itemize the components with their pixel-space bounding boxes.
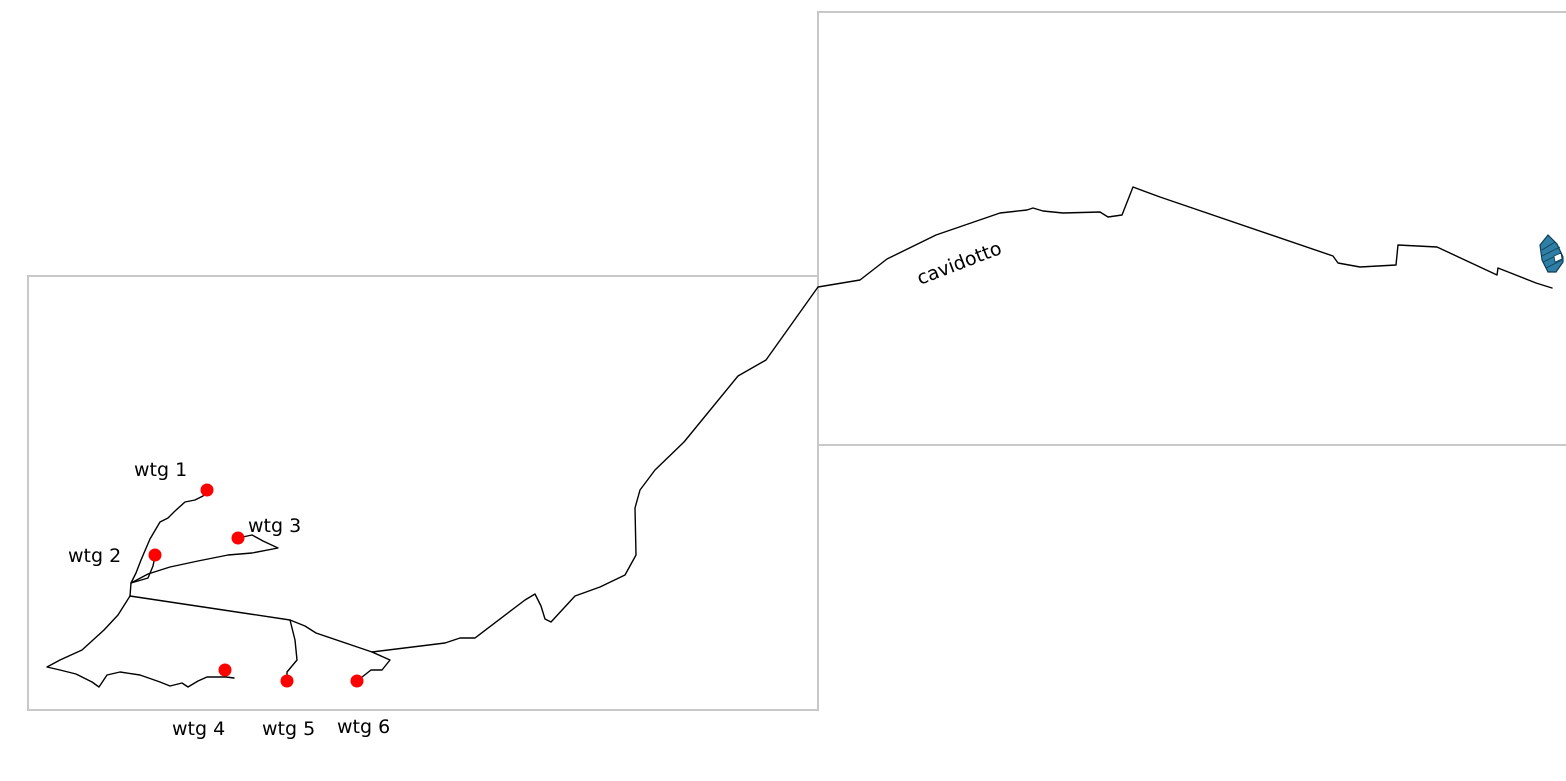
turbine-marker-wtg4[interactable] bbox=[218, 663, 232, 677]
left-map-frame bbox=[27, 275, 819, 711]
turbine-label-wtg5: wtg 5 bbox=[262, 718, 315, 740]
cable-route-main bbox=[371, 186, 1553, 653]
turbine-marker-wtg5[interactable] bbox=[280, 674, 294, 688]
turbine-marker-wtg2[interactable] bbox=[148, 548, 162, 562]
turbine-marker-wtg1[interactable] bbox=[200, 483, 214, 497]
turbine-label-wtg3: wtg 3 bbox=[248, 515, 301, 537]
cable-label: cavidotto bbox=[914, 237, 1005, 289]
cable-branch-wtg3 bbox=[130, 534, 279, 584]
cable-branch-wtg4 bbox=[46, 595, 235, 688]
turbine-marker-wtg3[interactable] bbox=[231, 531, 245, 545]
cable-branch-wtg1 bbox=[129, 489, 208, 597]
cable-trunk bbox=[129, 595, 391, 682]
turbine-label-wtg4: wtg 4 bbox=[172, 718, 225, 740]
substation-building bbox=[1553, 252, 1563, 263]
turbine-marker-wtg6[interactable] bbox=[350, 674, 364, 688]
turbine-label-wtg2: wtg 2 bbox=[68, 545, 121, 567]
turbine-label-wtg1: wtg 1 bbox=[134, 459, 187, 481]
right-map-frame bbox=[817, 11, 1566, 446]
turbine-label-wtg6: wtg 6 bbox=[337, 716, 390, 738]
cable-branch-wtg5 bbox=[286, 619, 298, 682]
